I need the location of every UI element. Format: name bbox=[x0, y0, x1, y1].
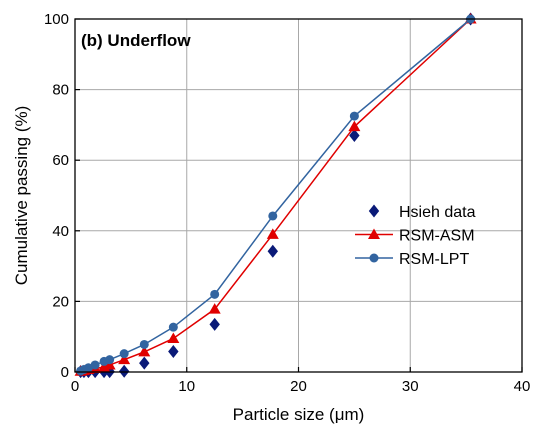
x-tick-label: 10 bbox=[178, 378, 195, 395]
legend-item: RSM-ASM bbox=[355, 228, 475, 245]
data-point bbox=[138, 345, 151, 357]
data-point bbox=[118, 353, 131, 365]
data-point bbox=[105, 355, 115, 365]
grid bbox=[75, 19, 522, 372]
data-point bbox=[268, 211, 278, 221]
legend-label: Hsieh data bbox=[399, 204, 476, 221]
legend-marker bbox=[368, 228, 380, 239]
legend-label: RSM-ASM bbox=[399, 228, 475, 245]
data-point bbox=[139, 356, 150, 370]
data-point bbox=[349, 111, 359, 121]
legend-item: RSM-LPT bbox=[355, 251, 469, 268]
y-axis-title: Cumulative passing (%) bbox=[12, 106, 31, 286]
data-point bbox=[349, 128, 360, 142]
legend-marker bbox=[368, 204, 380, 218]
y-tick-label: 60 bbox=[52, 152, 69, 169]
x-tick-label: 30 bbox=[402, 378, 419, 395]
x-axis-title: Particle size (μm) bbox=[233, 405, 365, 424]
legend-item: Hsieh data bbox=[368, 204, 476, 221]
data-point bbox=[118, 364, 130, 378]
series-rsm-lpt bbox=[76, 14, 476, 376]
x-tick-label: 40 bbox=[514, 378, 531, 395]
data-point bbox=[267, 244, 278, 258]
data-point bbox=[168, 322, 178, 332]
data-point bbox=[210, 289, 220, 299]
y-tick-label: 40 bbox=[52, 223, 69, 240]
y-tick-label: 20 bbox=[52, 293, 69, 310]
data-point bbox=[209, 317, 220, 331]
data-point bbox=[139, 339, 149, 349]
x-tick-label: 0 bbox=[71, 378, 79, 395]
panel-label: (b) Underflow bbox=[81, 31, 191, 50]
y-tick-label: 0 bbox=[61, 364, 69, 381]
data-point bbox=[167, 332, 180, 343]
data-point bbox=[266, 228, 279, 239]
data-point bbox=[90, 360, 100, 370]
x-tick-label: 20 bbox=[290, 378, 307, 395]
data-point bbox=[119, 349, 129, 359]
y-tick-label: 100 bbox=[44, 11, 69, 28]
data-point bbox=[348, 120, 361, 132]
legend-marker bbox=[369, 253, 379, 263]
data-point bbox=[168, 345, 179, 359]
data-point bbox=[208, 303, 221, 314]
data-point bbox=[103, 358, 116, 370]
legend-label: RSM-LPT bbox=[399, 251, 469, 268]
legend: Hsieh data RSM-ASM RSM-LPT bbox=[355, 204, 476, 268]
ticks: 0 10 20 30 40 0 20 40 60 80 100 bbox=[44, 11, 530, 395]
y-tick-label: 80 bbox=[52, 82, 69, 99]
